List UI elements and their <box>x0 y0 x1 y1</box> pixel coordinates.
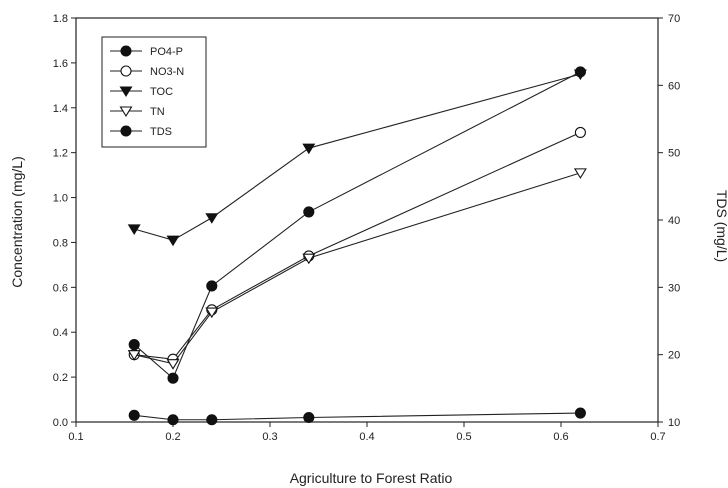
y2-tick-label: 10 <box>668 417 680 429</box>
legend-label: NO3-N <box>150 66 184 78</box>
data-point-tn <box>166 359 180 370</box>
x-axis-label: Agriculture to Forest Ratio <box>290 470 453 486</box>
data-point-toc <box>127 224 141 236</box>
data-point-po4-p <box>206 414 218 426</box>
y-tick-label: 1.0 <box>53 193 68 205</box>
data-point-po4-p <box>303 411 315 424</box>
data-point-tn <box>205 307 219 319</box>
legend-item-po4-p: PO4-P <box>110 45 183 58</box>
legend-item-toc: TOC <box>110 86 173 98</box>
series-po4-p <box>128 407 586 426</box>
data-point-tds <box>574 66 586 78</box>
y-tick-label: 1.8 <box>53 13 68 25</box>
data-point-po4-p <box>574 407 586 419</box>
data-point-tn <box>302 253 316 265</box>
y-axis-ticks: 0.0 0.2 0.4 0.6 0.8 1.0 1.2 1.4 1.6 1.8 <box>53 13 76 429</box>
data-point-po4-p <box>167 414 179 426</box>
legend-marker <box>119 106 133 118</box>
x-tick-label: 0.6 <box>553 431 568 443</box>
legend-label: TN <box>150 106 165 118</box>
legend-label: PO4-P <box>150 46 183 58</box>
legend-box <box>101 36 207 148</box>
y2-axis-ticks: 10 20 30 40 50 60 70 <box>658 13 680 429</box>
y2-axis-label: TDS (mg/L) <box>714 190 728 262</box>
series-layer <box>127 66 587 426</box>
y-tick-label: 0.0 <box>53 417 68 429</box>
series-tn <box>127 168 587 370</box>
y-tick-label: 0.8 <box>53 237 68 249</box>
data-point-po4-p <box>128 409 140 421</box>
legend-marker <box>119 86 133 98</box>
x-tick-label: 0.1 <box>68 431 83 443</box>
x-axis-ticks: 0.1 0.2 0.3 0.4 0.5 0.6 0.7 <box>68 422 666 443</box>
legend-item-no3-n: NO3-N <box>110 65 184 78</box>
series-line-no3-n <box>134 131 581 360</box>
y-tick-label: 1.6 <box>53 58 68 70</box>
series-tds <box>128 66 586 384</box>
data-point-tn <box>127 350 141 361</box>
legend-label: TOC <box>150 86 173 98</box>
data-point-tds <box>206 280 218 292</box>
series-no3-n <box>128 126 586 365</box>
y2-tick-label: 20 <box>668 350 680 362</box>
data-point-toc <box>302 143 316 155</box>
x-tick-label: 0.7 <box>650 431 665 443</box>
series-line-tn <box>134 172 581 365</box>
y-tick-label: 1.2 <box>53 148 68 160</box>
legend-item-tds: TDS <box>110 125 172 138</box>
series-line-po4-p <box>134 412 581 421</box>
y2-tick-label: 30 <box>668 282 680 294</box>
x-tick-label: 0.5 <box>456 431 471 443</box>
x-tick-label: 0.3 <box>262 431 277 443</box>
y-axis-label: Concentration (mg/L) <box>9 156 25 288</box>
legend-marker <box>120 125 132 137</box>
y2-tick-label: 50 <box>668 148 680 160</box>
y2-tick-label: 40 <box>668 215 680 227</box>
legend-item-tn: TN <box>110 106 165 118</box>
data-point-tds <box>128 339 140 351</box>
legend-marker <box>120 45 132 57</box>
y-tick-label: 0.6 <box>53 282 68 294</box>
y-tick-label: 0.2 <box>53 372 68 384</box>
y2-tick-label: 70 <box>668 13 680 25</box>
data-point-tds <box>303 206 315 218</box>
x-tick-label: 0.4 <box>359 431 374 443</box>
data-point-tn <box>573 168 587 179</box>
x-tick-label: 0.2 <box>165 431 180 443</box>
legend-label: TDS <box>150 126 172 138</box>
y-tick-label: 0.4 <box>53 327 68 339</box>
data-point-toc <box>205 213 219 224</box>
legend: PO4-P NO3-N TOC TN TDS <box>101 36 207 148</box>
data-point-toc <box>166 235 180 247</box>
data-point-tds <box>167 372 179 384</box>
data-point-no3-n <box>574 126 586 139</box>
y2-tick-label: 60 <box>668 80 680 92</box>
legend-marker <box>120 65 132 77</box>
y-tick-label: 1.4 <box>53 103 68 115</box>
